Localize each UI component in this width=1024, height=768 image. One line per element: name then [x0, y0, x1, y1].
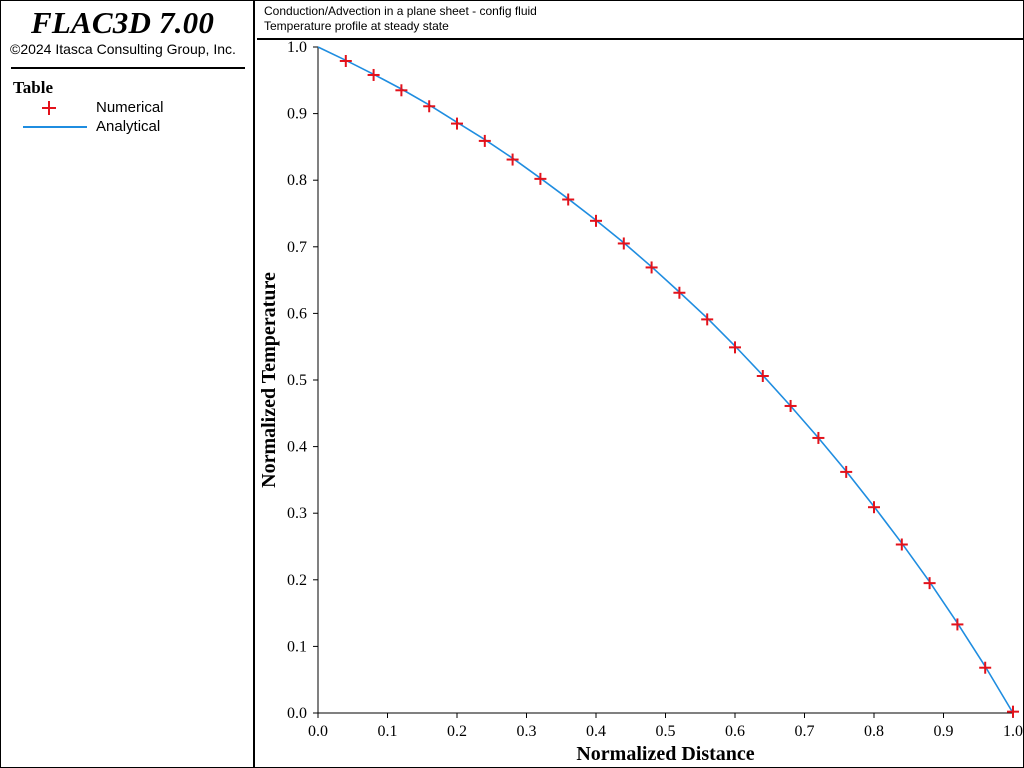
x-tick-label: 0.6	[725, 723, 745, 740]
x-tick-label: 0.1	[378, 723, 398, 740]
info-panel: FLAC3D 7.00 ©2024 Itasca Consulting Grou…	[1, 1, 255, 767]
numerical-data-point	[451, 117, 463, 130]
x-axis-title: Normalized Distance	[576, 743, 754, 765]
numerical-data-point	[895, 538, 908, 551]
numerical-data-point	[1007, 705, 1019, 718]
y-tick-label: 0.3	[287, 505, 307, 522]
x-tick-label: 0.5	[656, 723, 676, 740]
numerical-data-point	[673, 286, 686, 299]
numerical-data-point	[840, 465, 853, 478]
plus-marker-icon	[42, 101, 56, 115]
x-tick-label: 0.2	[447, 723, 467, 740]
numerical-data-point	[478, 134, 491, 147]
y-axis-title: Normalized Temperature	[258, 272, 280, 488]
numerical-data-point	[979, 661, 992, 674]
plot-header: Conduction/Advection in a plane sheet - …	[257, 1, 1023, 40]
numerical-data-point	[367, 68, 380, 81]
numerical-data-point	[645, 261, 658, 274]
y-tick-label: 0.4	[287, 439, 307, 456]
numerical-data-point	[590, 214, 602, 227]
legend-label-analytical: Analytical	[96, 118, 161, 135]
y-tick-label: 0.8	[287, 172, 307, 189]
analytical-series-line	[317, 46, 1014, 714]
line-marker-icon	[23, 126, 87, 128]
numerical-data-point	[562, 193, 575, 206]
y-tick-label: 0.7	[287, 239, 307, 256]
x-tick-label: 0.3	[517, 723, 537, 740]
legend-item-numerical: Numerical	[1, 98, 251, 118]
copyright-text: ©2024 Itasca Consulting Group, Inc.	[10, 41, 236, 57]
legend-item-analytical: Analytical	[1, 117, 251, 137]
numerical-data-point	[868, 501, 880, 514]
numerical-data-point	[506, 153, 519, 166]
legend-label-numerical: Numerical	[96, 99, 164, 116]
numerical-data-point	[395, 84, 408, 97]
numerical-data-point	[339, 54, 352, 67]
plot-header-title: Conduction/Advection in a plane sheet - …	[264, 4, 537, 18]
y-tick-label: 0.1	[287, 638, 307, 655]
numerical-data-point	[729, 341, 741, 354]
y-tick-label: 0.6	[287, 305, 307, 322]
numerical-data-point	[923, 577, 936, 590]
plot-header-subtitle: Temperature profile at steady state	[264, 19, 449, 33]
numerical-data-point	[701, 313, 714, 326]
y-tick-label: 0.0	[287, 705, 307, 722]
y-tick-label: 1.0	[287, 39, 307, 56]
x-tick-label: 0.9	[934, 723, 954, 740]
numerical-data-point	[756, 370, 769, 383]
x-tick-label: 0.0	[308, 723, 328, 740]
numerical-data-point	[534, 172, 547, 185]
panel-divider	[11, 67, 245, 69]
y-tick-label: 0.5	[287, 372, 307, 389]
numerical-data-point	[617, 237, 630, 250]
x-tick-label: 0.7	[795, 723, 815, 740]
numerical-data-point	[423, 100, 436, 113]
legend-title: Table	[13, 78, 54, 97]
numerical-data-point	[784, 399, 797, 412]
numerical-data-point	[812, 431, 825, 444]
x-tick-label: 0.8	[864, 723, 884, 740]
x-tick-label: 1.0	[1003, 723, 1023, 740]
numerical-data-point	[951, 618, 964, 631]
y-tick-label: 0.9	[287, 106, 307, 123]
app-title: FLAC3D 7.00	[31, 5, 215, 40]
y-tick-label: 0.2	[287, 572, 307, 589]
x-tick-label: 0.4	[586, 723, 606, 740]
